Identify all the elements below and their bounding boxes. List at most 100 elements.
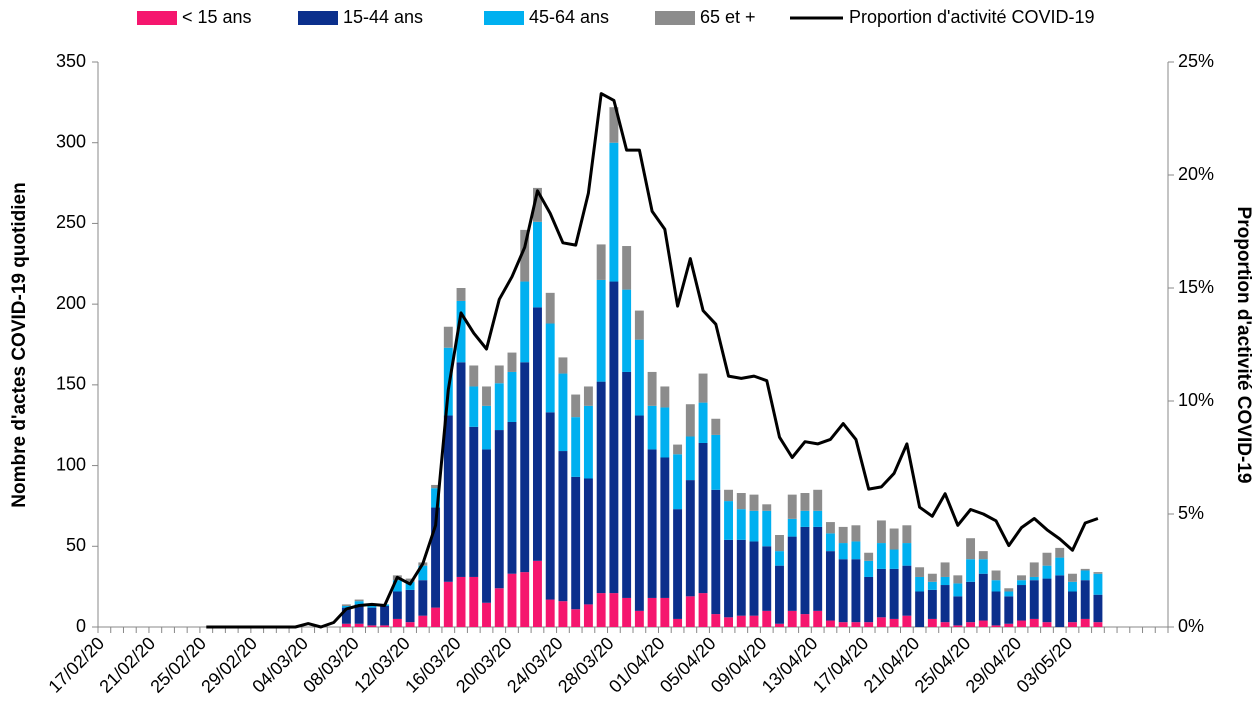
bar-segment	[851, 525, 861, 542]
bar-segment	[966, 622, 976, 627]
bar-segment	[698, 442, 708, 594]
bar-segment	[609, 593, 619, 627]
bar-segment	[354, 599, 364, 602]
bar-segment	[736, 509, 746, 540]
bar-segment	[545, 292, 555, 324]
bar-segment	[341, 607, 351, 624]
bar-segment	[596, 244, 606, 280]
bar-segment	[953, 583, 963, 597]
bar-segment	[596, 593, 606, 627]
legend-label: 65 et +	[700, 7, 756, 27]
bar-segment	[622, 289, 632, 372]
bar-segment	[494, 383, 504, 431]
bar-segment	[825, 620, 835, 627]
bar-segment	[876, 543, 886, 569]
bar-segment	[762, 510, 772, 547]
bar-segment	[533, 187, 542, 222]
bar-segment	[583, 386, 593, 406]
bar-segment	[1068, 622, 1077, 627]
bar-segment	[724, 617, 733, 627]
x-tick-label: 17/04/20	[809, 633, 873, 697]
bar-segment	[902, 615, 912, 627]
bar-segment	[978, 559, 988, 574]
bar-segment	[724, 539, 733, 618]
bar-segment	[978, 620, 988, 627]
bar-segment	[876, 617, 886, 627]
bar-segment	[775, 534, 784, 552]
bar-segment	[660, 457, 670, 598]
bar-segment	[571, 476, 581, 610]
y-tick-label: 300	[56, 131, 86, 151]
bar-segment	[1080, 568, 1090, 571]
bar-segment	[1093, 572, 1103, 574]
bar-segment	[762, 546, 772, 611]
bar-segment	[762, 504, 772, 511]
bar-segment	[647, 405, 657, 450]
y-tick-label: 350	[56, 51, 86, 71]
bar-segment	[698, 402, 708, 443]
bar-segment	[418, 615, 428, 627]
bar-segment	[520, 362, 530, 573]
bar-segment	[609, 142, 619, 282]
y2-axis-title: Proportion d'activité COVID-19	[1233, 207, 1254, 484]
bar-segment	[431, 607, 441, 627]
bar-segment	[418, 580, 428, 616]
bar-segment	[1068, 573, 1077, 582]
bar-segment	[978, 573, 988, 621]
bar-segment	[405, 589, 415, 623]
y-tick-label: 250	[56, 212, 86, 232]
bar-segment	[800, 526, 810, 615]
bar-segment	[494, 430, 504, 589]
bar-segment	[800, 510, 810, 527]
bar-segment	[902, 525, 912, 544]
bar-segment	[915, 576, 925, 592]
bar-segment	[1042, 552, 1052, 566]
bar-segment	[405, 578, 415, 582]
bar-segment	[698, 373, 708, 403]
legend-swatch	[655, 11, 695, 25]
bar-segment	[1004, 591, 1014, 597]
bar-segment	[889, 528, 899, 550]
bar-segment	[456, 362, 466, 577]
bar-segment	[622, 246, 632, 290]
bar-segment	[354, 623, 364, 627]
bar-segment	[966, 581, 976, 623]
x-tick-label: 09/04/20	[707, 633, 771, 697]
bar-segment	[1004, 623, 1014, 627]
bar-segment	[507, 352, 517, 372]
bar-segment	[482, 386, 491, 406]
bar-segment	[927, 589, 937, 619]
bar-segment	[889, 618, 899, 627]
bar-segment	[660, 407, 670, 458]
bar-segment	[991, 591, 1001, 626]
bar-segment	[685, 480, 695, 597]
bar-segment	[456, 300, 466, 363]
legend-swatch	[484, 11, 524, 25]
y-tick-label: 200	[56, 293, 86, 313]
bar-segment	[558, 601, 568, 627]
bar-segment	[864, 576, 874, 623]
bar-segment	[443, 581, 453, 627]
bar-segment	[966, 559, 976, 582]
bar-segment	[469, 576, 479, 627]
bar-segment	[494, 365, 504, 384]
bar-segment	[736, 615, 746, 627]
bar-segment	[813, 510, 823, 527]
bar-segment	[673, 618, 683, 627]
bar-segment	[775, 565, 784, 624]
bar-segment	[482, 449, 491, 603]
y-tick-label: 150	[56, 374, 86, 394]
bar-segment	[469, 365, 479, 387]
y-tick-label: 0	[76, 616, 86, 636]
bar-segment	[800, 614, 810, 627]
bar-segment	[851, 622, 861, 627]
x-tick-label: 13/04/20	[758, 633, 822, 697]
bar-segment	[596, 381, 606, 594]
bar-segment	[533, 560, 542, 627]
bar-segment	[991, 580, 1001, 592]
bar-segment	[392, 591, 402, 619]
bar-segment	[953, 625, 963, 627]
bar-segment	[724, 501, 733, 540]
bar-segment	[1017, 620, 1026, 627]
bar-segment	[367, 607, 377, 626]
